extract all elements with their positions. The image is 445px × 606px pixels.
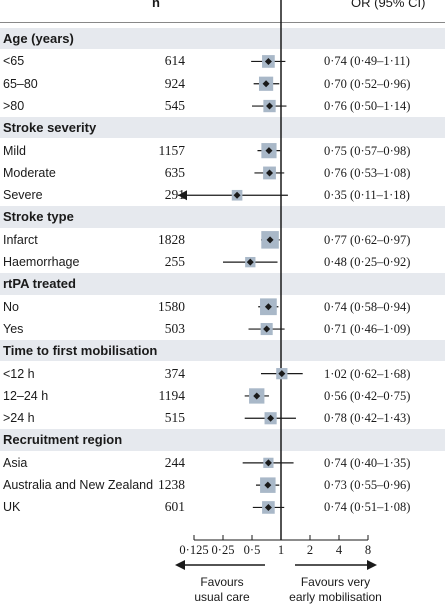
row-n: 1194 — [158, 387, 186, 403]
ci-arrow — [178, 190, 187, 201]
favours-left-arrowhead — [175, 560, 185, 570]
row-n: 1238 — [158, 477, 185, 492]
row-or-ci: 0·74 (0·58–0·94) — [324, 299, 411, 314]
row-label: Severe — [3, 188, 43, 203]
x-tick-label: 1 — [277, 543, 285, 557]
estimate-point — [264, 57, 272, 65]
section-band — [0, 206, 445, 228]
row-or-ci: 0·35 (0·11–1·18) — [324, 188, 410, 203]
header-rule — [0, 22, 445, 23]
group-title: Age (years) — [3, 31, 74, 46]
favours-left-line-1: Favours — [200, 575, 244, 589]
x-tick-label: 4 — [335, 543, 343, 557]
estimate-point — [266, 102, 274, 110]
row-label: <65 — [3, 54, 25, 69]
estimate-point — [266, 169, 274, 177]
estimate-point — [233, 191, 241, 199]
row-n: 244 — [164, 454, 185, 470]
row-n: 291 — [164, 187, 185, 203]
row-or-ci: 0·76 (0·50–1·14) — [324, 98, 411, 113]
estimate-point — [253, 392, 261, 400]
group-title: Time to first mobilisation — [3, 343, 158, 359]
estimate-point — [262, 80, 270, 88]
row-or-ci: 0·77 (0·62–0·97) — [324, 232, 411, 247]
row-label: >80 — [3, 98, 25, 113]
row-label: Haemorrhage — [3, 255, 80, 269]
row-label: Australia and New Zealand — [3, 478, 154, 492]
row-n: 255 — [164, 254, 185, 269]
row-label: No — [3, 299, 19, 314]
favours-left-line-2: usual care — [194, 590, 250, 604]
estimate-point — [266, 236, 274, 244]
row-label: Moderate — [3, 165, 56, 180]
row-label: Mild — [3, 143, 26, 158]
row-or-ci: 0·73 (0·55–0·96) — [324, 478, 411, 492]
row-label: >24 h — [3, 411, 35, 426]
row-n: 614 — [164, 53, 185, 69]
favours-right-arrowhead — [367, 560, 377, 570]
row-label: Infarct — [3, 232, 38, 247]
group-title: Stroke type — [3, 209, 74, 225]
row-or-ci: 0·74 (0·40–1·35) — [324, 455, 411, 470]
row-or-ci: 0·74 (0·51–1·08) — [324, 500, 411, 515]
row-or-ci: 0·56 (0·42–0·75) — [324, 388, 411, 403]
estimate-point — [264, 481, 272, 489]
row-or-ci: 0·48 (0·25–0·92) — [324, 255, 411, 269]
row-n: 545 — [164, 97, 185, 113]
estimate-point — [246, 258, 254, 266]
section-band — [0, 117, 445, 139]
row-n: 601 — [164, 499, 185, 515]
x-tick-label: 2 — [306, 543, 314, 557]
row-label: <12 h — [3, 366, 35, 381]
row-or-ci: 0·76 (0·53–1·08) — [324, 165, 411, 180]
favours-right-line-1: Favours very — [300, 575, 371, 589]
row-label: UK — [3, 500, 21, 515]
favours-right-line-2: early mobilisation — [289, 590, 382, 604]
estimate-point — [264, 303, 272, 311]
row-label: 12–24 h — [3, 388, 49, 403]
header-or: OR (95% CI) — [351, 0, 426, 10]
group-title: rtPA treated — [3, 276, 76, 292]
row-label: 65–80 — [3, 76, 38, 91]
row-label: Yes — [3, 321, 24, 336]
estimate-point — [265, 147, 273, 155]
estimate-point — [264, 459, 272, 467]
row-n: 635 — [164, 164, 185, 180]
row-n: 1580 — [158, 298, 185, 314]
group-title: Stroke severity — [3, 120, 97, 136]
row-or-ci: 0·74 (0·49–1·11) — [324, 54, 410, 69]
section-band — [0, 28, 445, 50]
estimate-point — [263, 325, 271, 333]
estimate-point — [278, 370, 286, 378]
row-label: Asia — [3, 455, 28, 470]
section-band — [0, 429, 445, 451]
x-tick-label: 0·25 — [211, 543, 235, 557]
estimate-point — [264, 503, 272, 511]
row-or-ci: 0·71 (0·46–1·09) — [324, 321, 411, 336]
x-tick-label: 0·5 — [243, 543, 261, 557]
section-band — [0, 273, 445, 295]
row-or-ci: 0·70 (0·52–0·96) — [324, 76, 411, 91]
row-or-ci: 0·78 (0·42–1·43) — [324, 411, 411, 426]
row-n: 1828 — [158, 231, 185, 247]
group-title: Recruitment region — [3, 432, 123, 448]
row-n: 374 — [164, 365, 185, 381]
row-n: 1157 — [158, 142, 186, 158]
row-n: 503 — [164, 320, 185, 336]
section-band — [0, 340, 445, 362]
row-or-ci: 1·02 (0·62–1·68) — [324, 366, 411, 381]
estimate-point — [267, 414, 275, 422]
header-n: n — [152, 0, 160, 10]
row-or-ci: 0·75 (0·57–0·98) — [324, 143, 411, 158]
x-tick-label: 0·125 — [179, 543, 209, 557]
row-n: 924 — [164, 75, 185, 91]
x-tick-label: 8 — [364, 543, 372, 557]
row-n: 515 — [164, 410, 185, 426]
